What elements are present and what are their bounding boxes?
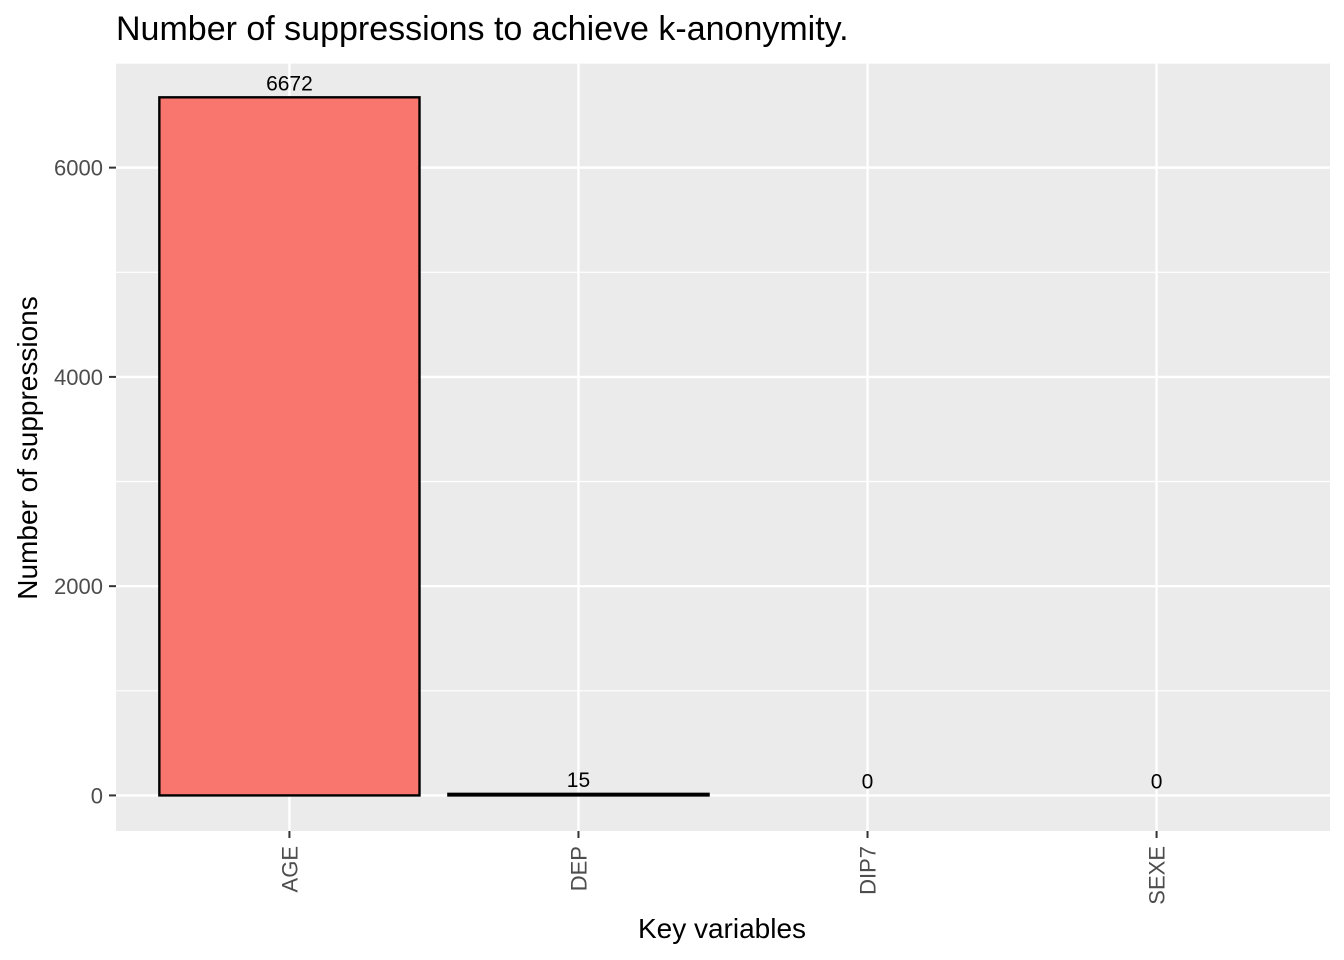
y-tick-label-2: 4000 [54, 365, 103, 390]
x-axis-title: Key variables [638, 913, 806, 944]
x-tick-label-dep: DEP [566, 846, 591, 891]
y-axis: 0 2000 4000 6000 [54, 156, 116, 808]
bar-label-sexe: 0 [1151, 770, 1163, 793]
bar-dep [447, 792, 710, 797]
y-tick-label-0: 0 [91, 783, 103, 808]
bar-label-dip7: 0 [862, 770, 874, 793]
x-tick-label-sexe: SEXE [1145, 846, 1170, 905]
y-tick-label-1: 2000 [54, 574, 103, 599]
bar-label-dep: 15 [567, 769, 590, 792]
bar-labels: 6672 15 0 0 [266, 72, 1162, 793]
x-axis: AGE DEP DIP7 SEXE [277, 831, 1170, 905]
y-axis-title: Number of suppressions [12, 296, 43, 599]
x-tick-label-dip7: DIP7 [856, 846, 881, 895]
y-tick-label-3: 6000 [54, 156, 103, 181]
bar-label-age: 6672 [266, 72, 313, 95]
x-tick-label-age: AGE [277, 846, 302, 892]
bar-age [158, 96, 421, 797]
bars [158, 96, 710, 797]
chart-title: Number of suppressions to achieve k-anon… [116, 10, 849, 48]
